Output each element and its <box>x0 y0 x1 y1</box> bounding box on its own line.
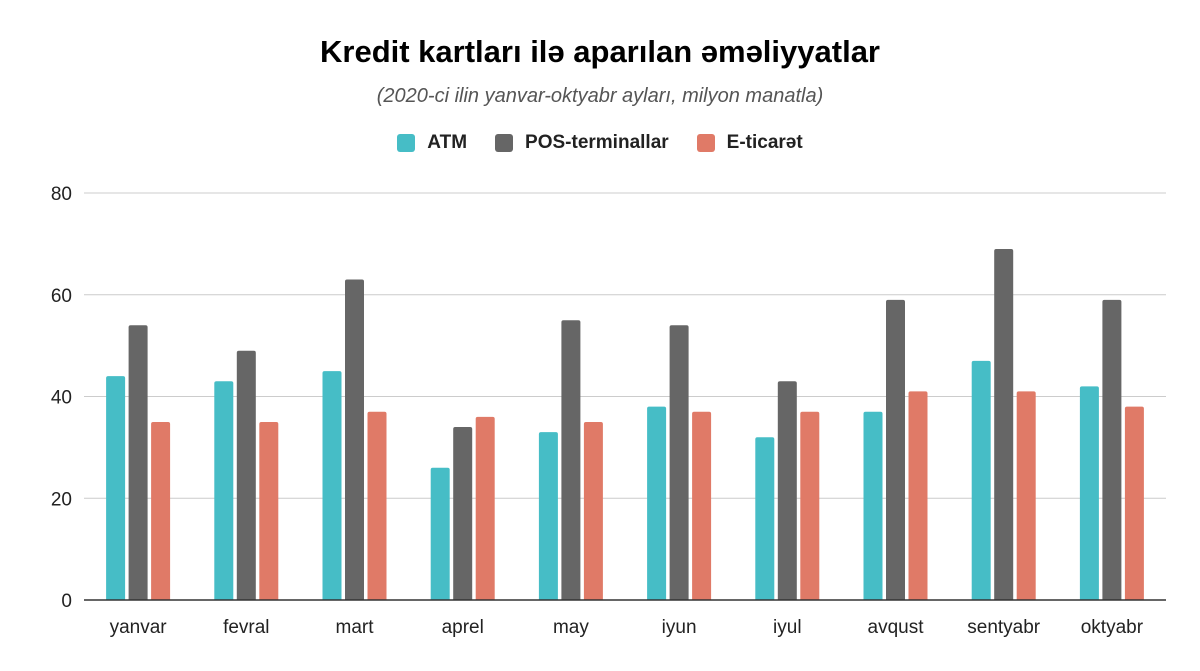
legend-swatch-eticaret <box>696 134 715 152</box>
bar <box>151 421 171 600</box>
bar <box>367 411 387 600</box>
x-tick-label: sentyabr <box>967 617 1041 638</box>
x-tick-label: avqust <box>868 617 925 638</box>
y-tick-label: 40 <box>51 388 72 409</box>
bar <box>971 360 991 600</box>
legend-label-pos: POS-terminallar <box>525 132 669 153</box>
y-tick-label: 20 <box>51 489 72 510</box>
bar <box>908 391 928 600</box>
chart-subtitle: (2020-ci ilin yanvar-oktyabr ayları, mil… <box>376 85 824 107</box>
legend-item-pos: POS-terminallar <box>495 132 669 154</box>
bar <box>863 411 883 600</box>
y-tick-label: 80 <box>51 184 72 205</box>
legend-swatch-atm <box>397 134 416 152</box>
bar <box>1102 299 1122 600</box>
bar <box>475 416 495 600</box>
axes: 0 20 40 60 80 yanvar fevral mart aprel may iyun iyu… <box>51 184 1166 638</box>
bar <box>669 325 689 600</box>
legend-label-atm: ATM <box>427 132 468 153</box>
x-tick-label: yanvar <box>110 617 168 638</box>
bar <box>1124 406 1144 600</box>
bar <box>128 325 148 600</box>
x-tick-label: iyul <box>773 617 802 638</box>
chart-title: Kredit kartları ilə aparılan əməliyyatla… <box>320 34 880 69</box>
bar <box>800 411 820 600</box>
bar <box>236 350 256 600</box>
bar <box>322 371 342 600</box>
bar <box>692 411 712 600</box>
legend-item-eticaret: E-ticarət <box>696 132 803 154</box>
bar <box>647 406 667 600</box>
bar <box>994 248 1014 600</box>
x-tick-label: may <box>553 617 589 638</box>
bar <box>259 421 279 600</box>
y-tick-label: 0 <box>61 591 72 612</box>
bar <box>886 299 905 600</box>
bar <box>777 381 797 600</box>
x-tick-label: aprel <box>442 617 484 638</box>
legend-item-atm: ATM <box>397 132 467 154</box>
x-tick-label: iyun <box>662 617 697 638</box>
x-tick-label: mart <box>336 617 375 638</box>
legend: ATM POS-terminallar E-ticarət <box>0 132 1200 154</box>
bar <box>1016 391 1036 600</box>
bar <box>453 427 473 600</box>
x-tick-label: fevral <box>223 617 269 638</box>
y-tick-label: 60 <box>51 286 72 307</box>
bar <box>345 279 364 600</box>
bar <box>214 381 234 600</box>
x-tick-label: oktyabr <box>1081 617 1144 638</box>
legend-swatch-pos <box>495 134 514 152</box>
legend-label-eticaret: E-ticarət <box>726 132 803 153</box>
bar <box>538 432 558 600</box>
bar <box>755 437 775 600</box>
bar <box>583 421 603 600</box>
bars <box>106 248 1144 600</box>
bar <box>430 467 450 600</box>
bar <box>561 320 581 600</box>
bar <box>106 376 126 600</box>
bar <box>1079 386 1099 600</box>
